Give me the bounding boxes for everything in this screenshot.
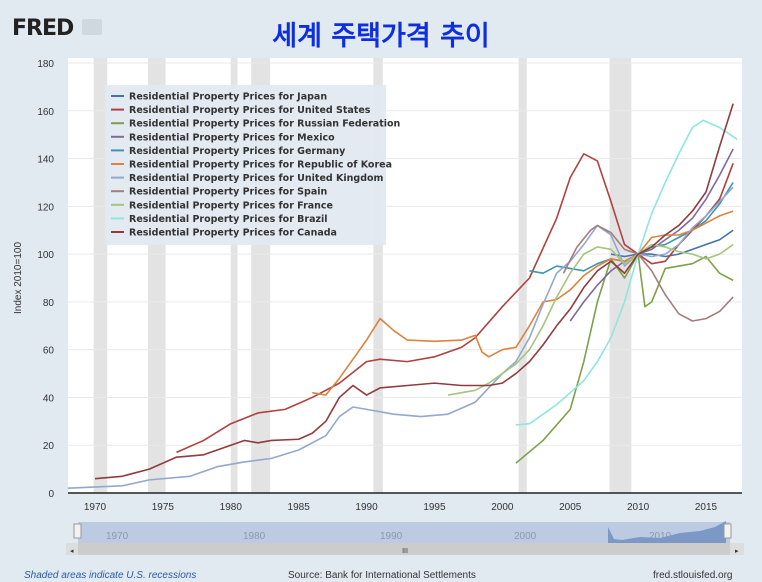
recession-note[interactable]: Shaded areas indicate U.S. recessions	[24, 570, 197, 581]
scrollbar-thumb[interactable]	[78, 543, 730, 555]
fred-chart-icon	[82, 19, 102, 35]
y-tick-label: 40	[43, 393, 55, 404]
legend-item: Residential Property Prices for Spain	[129, 187, 327, 198]
chart-title: 세계 주택가격 추이	[272, 21, 490, 52]
series-line	[562, 224, 734, 322]
series-line	[447, 243, 734, 396]
x-tick-label: 1990	[355, 502, 378, 513]
y-tick-label: 100	[37, 250, 54, 261]
legend-item: Residential Property Prices for Canada	[129, 228, 337, 239]
legend-item: Residential Property Prices for United K…	[129, 173, 384, 184]
series-line	[569, 148, 734, 322]
scroll-left-arrow[interactable]: ◂	[70, 548, 74, 555]
series-line	[67, 186, 734, 490]
legend-item: Residential Property Prices for Brazil	[129, 214, 328, 225]
y-tick-label: 80	[43, 298, 55, 309]
series-line	[94, 103, 734, 480]
x-tick-label: 2000	[491, 502, 514, 513]
legend-item: Residential Property Prices for Russian …	[129, 119, 401, 130]
source-text: Source: Bank for International Settlemen…	[288, 570, 476, 581]
navigator-label: 1990	[380, 531, 403, 542]
navigator-handle[interactable]	[73, 523, 82, 539]
scrollbar-grip: III	[402, 548, 408, 555]
legend-item: Residential Property Prices for Republic…	[129, 160, 392, 171]
legend: Residential Property Prices for Japan Res…	[105, 85, 401, 245]
legend-item: Residential Property Prices for Mexico	[129, 132, 335, 143]
series-line	[176, 152, 734, 454]
legend-item: Residential Property Prices for France	[129, 200, 333, 211]
recession-band	[373, 58, 383, 493]
y-tick-label: 140	[37, 155, 54, 166]
navigator-window	[78, 522, 730, 543]
legend-box	[105, 85, 386, 245]
x-tick-label: 1975	[152, 502, 175, 513]
recession-band	[93, 58, 108, 493]
recession-band	[518, 58, 527, 493]
navigator-series-area	[608, 521, 726, 543]
series-line	[610, 229, 734, 258]
navigator-label: 1970	[106, 531, 129, 542]
y-tick-label: 160	[37, 107, 54, 118]
scroll-right-arrow[interactable]: ▸	[735, 548, 739, 555]
navigator-label: 2000	[514, 531, 537, 542]
x-tick-label: 1985	[288, 502, 311, 513]
legend-item: Residential Property Prices for Japan	[129, 92, 327, 103]
fred-logo[interactable]: FRED	[12, 16, 74, 41]
series-line	[515, 119, 738, 426]
site-link[interactable]: fred.stlouisfed.org	[653, 570, 733, 581]
series-line	[515, 253, 734, 464]
navigator-label: 2010	[649, 531, 672, 542]
recession-band	[230, 58, 238, 493]
y-tick-label: 0	[48, 489, 54, 500]
x-tick-label: 2015	[695, 502, 718, 513]
x-tick-label: 2010	[627, 502, 650, 513]
legend-item: Residential Property Prices for Germany	[129, 146, 346, 157]
x-tick-label: 1995	[423, 502, 446, 513]
legend-item: Residential Property Prices for United S…	[129, 105, 371, 116]
y-tick-label: 20	[43, 441, 55, 452]
x-tick-label: 2005	[559, 502, 582, 513]
y-tick-label: 180	[37, 59, 54, 70]
y-tick-label: 60	[43, 346, 55, 357]
y-tick-label: 120	[37, 202, 54, 213]
navigator-handle[interactable]	[723, 523, 732, 539]
x-tick-label: 1970	[84, 502, 107, 513]
recession-band	[609, 58, 632, 493]
x-tick-label: 1980	[220, 502, 243, 513]
navigator-label: 1980	[243, 531, 266, 542]
y-axis-title: Index 2010=100	[13, 242, 24, 314]
